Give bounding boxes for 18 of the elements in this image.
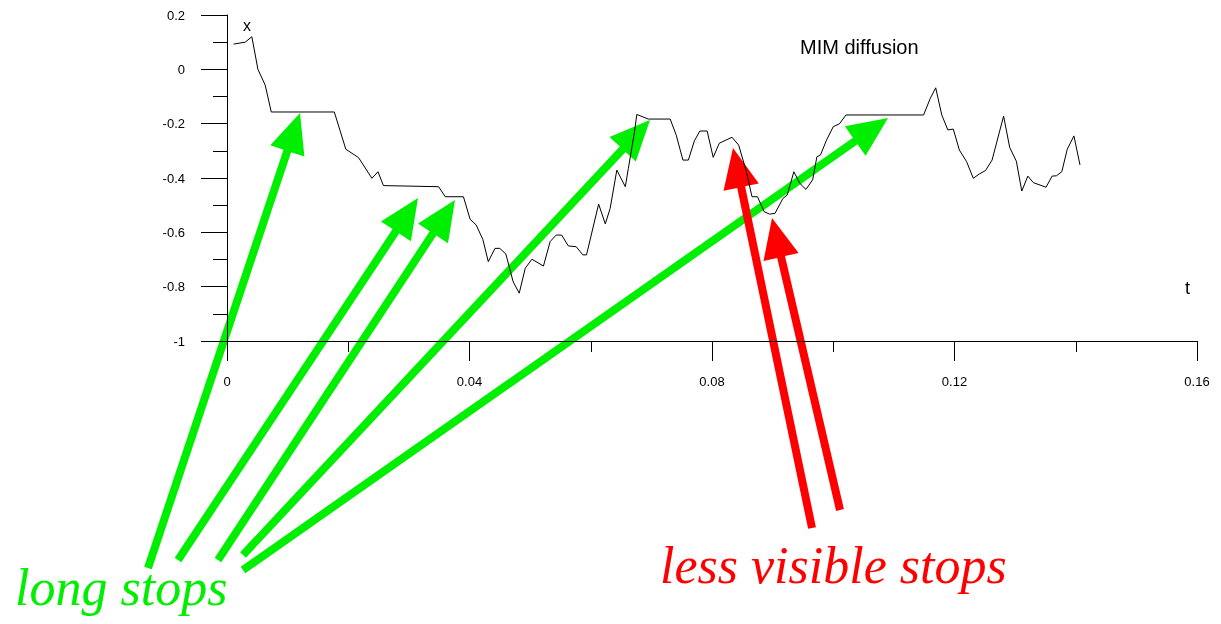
x-tick-label: 0.12 (941, 374, 968, 389)
y-tick-label: -0.4 (162, 170, 185, 186)
x-tick-label: 0.08 (699, 374, 725, 389)
y-tick-label: -0.6 (162, 224, 185, 240)
line-series (233, 36, 1081, 294)
text: less visible stops (660, 537, 1007, 594)
y-tick-label: -0.8 (162, 279, 185, 295)
y-tick-label: -1 (173, 333, 185, 349)
x-tick-label: 0 (223, 374, 231, 389)
x-tick-label: 0.16 (1184, 374, 1210, 389)
x-axis-title: t (1185, 278, 1191, 298)
y-tick-label: 0 (177, 61, 185, 77)
text: MIM diffusion (800, 36, 919, 58)
y-tick-label: 0.2 (166, 7, 185, 23)
y-axis-title: x (243, 16, 251, 34)
y-tick-label: -0.2 (162, 116, 185, 132)
x-tick-label: 0.04 (456, 374, 483, 389)
text: long stops (15, 559, 228, 616)
